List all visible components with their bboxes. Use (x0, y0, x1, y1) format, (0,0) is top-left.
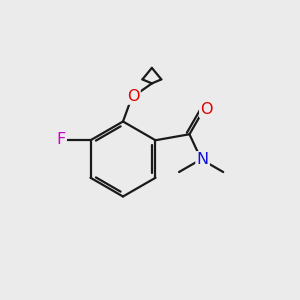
Text: O: O (200, 102, 213, 117)
Text: N: N (196, 152, 209, 167)
Text: O: O (127, 88, 140, 104)
Text: F: F (56, 132, 66, 147)
